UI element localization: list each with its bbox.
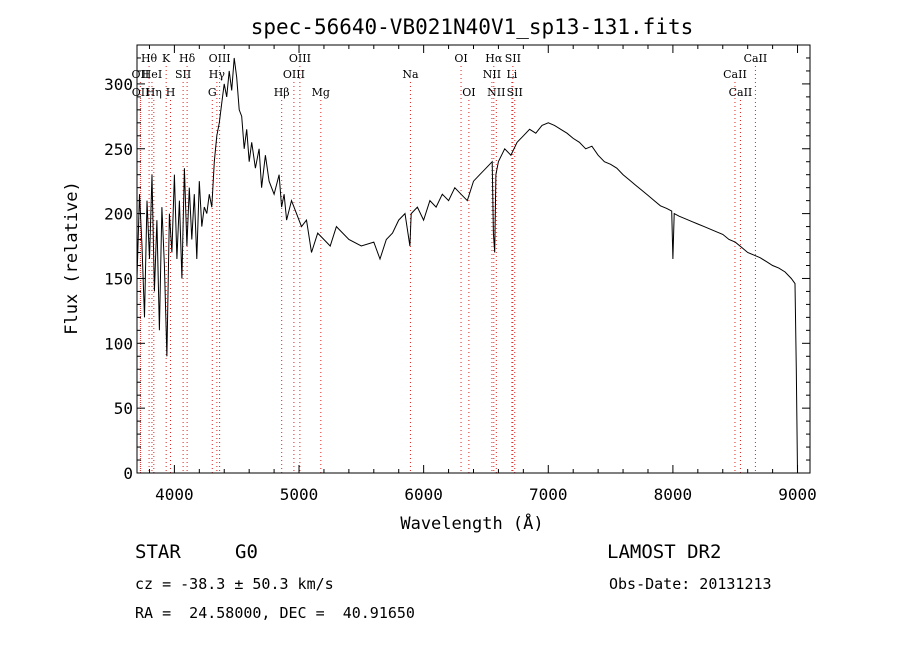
spectral-line-label: Hγ: [209, 68, 226, 81]
x-tick-label: 6000: [404, 485, 443, 504]
spectral-line-label: OII: [132, 68, 150, 81]
spectral-line-label: NII: [483, 68, 501, 81]
spectral-line-label: SII: [507, 86, 523, 99]
y-tick-label: 50: [114, 399, 133, 418]
observation-date: Obs-Date: 20131213: [609, 575, 772, 593]
spectral-line-label: OIII: [283, 68, 305, 81]
spectral-line-label: NII: [487, 86, 505, 99]
spectrum-series-line: [136, 57, 798, 474]
spectral-line-label: Na: [402, 68, 419, 81]
x-tick-label: 7000: [529, 485, 568, 504]
x-axis-label: Wavelength (Å): [400, 512, 543, 534]
spectral-line-label: H: [166, 86, 176, 99]
survey-name: LAMOST DR2: [607, 541, 722, 563]
x-tick-label: 9000: [778, 485, 817, 504]
coordinates-text: RA = 24.58000, DEC = 40.91650: [135, 604, 415, 622]
y-tick-label: 250: [104, 140, 133, 159]
spectral-line-label: SII: [505, 52, 521, 65]
y-axis-label: Flux (relative): [62, 181, 82, 335]
spectral-line-label: Mg: [312, 86, 330, 99]
spectral-line-label: Hβ: [274, 86, 290, 99]
y-tick-label: 100: [104, 334, 133, 353]
spectral-line-label: OII: [132, 86, 150, 99]
spectral-line-label: Li: [506, 68, 517, 81]
plot-frame: [136, 44, 811, 474]
spectral-line-label: CaII: [744, 52, 768, 65]
spectral-line-label: HeI: [142, 68, 162, 81]
spectral-line-label: CaII: [723, 68, 747, 81]
object-class: STAR: [135, 541, 181, 563]
chart-title: spec-56640-VB021N40V1_sp13-131.fits: [251, 15, 694, 39]
spectral-line-label: Hδ: [179, 52, 196, 65]
y-tick-label: 300: [104, 75, 133, 94]
x-tick-label: 5000: [280, 485, 319, 504]
spectral-line-label: K: [162, 52, 171, 65]
spectral-line-label: OI: [462, 86, 475, 99]
object-subclass: G0: [235, 541, 258, 563]
spectral-line-label: CaII: [729, 86, 753, 99]
spectral-line-label: Hη: [146, 86, 162, 99]
redshift-text: cz = -38.3 ± 50.3 km/s: [135, 575, 334, 593]
spectral-line-label: Hα: [485, 52, 503, 65]
x-tick-label: 8000: [654, 485, 693, 504]
spectral-line-label: OI: [454, 52, 467, 65]
axis-ticks: 4000 5000 6000 7000 8000 9000 0 50 100 150 200 250 3…: [104, 45, 817, 504]
y-tick-label: 150: [104, 269, 133, 288]
y-tick-label: 200: [104, 205, 133, 224]
spectral-line-label: SII: [175, 68, 191, 81]
x-tick-label: 4000: [155, 485, 194, 504]
spectral-line-label: G: [208, 86, 217, 99]
y-tick-label: 0: [123, 464, 133, 483]
spectral-line-label: OIII: [209, 52, 231, 65]
spectral-line-label: OIII: [289, 52, 311, 65]
spectral-line-label: Hθ: [141, 52, 158, 65]
